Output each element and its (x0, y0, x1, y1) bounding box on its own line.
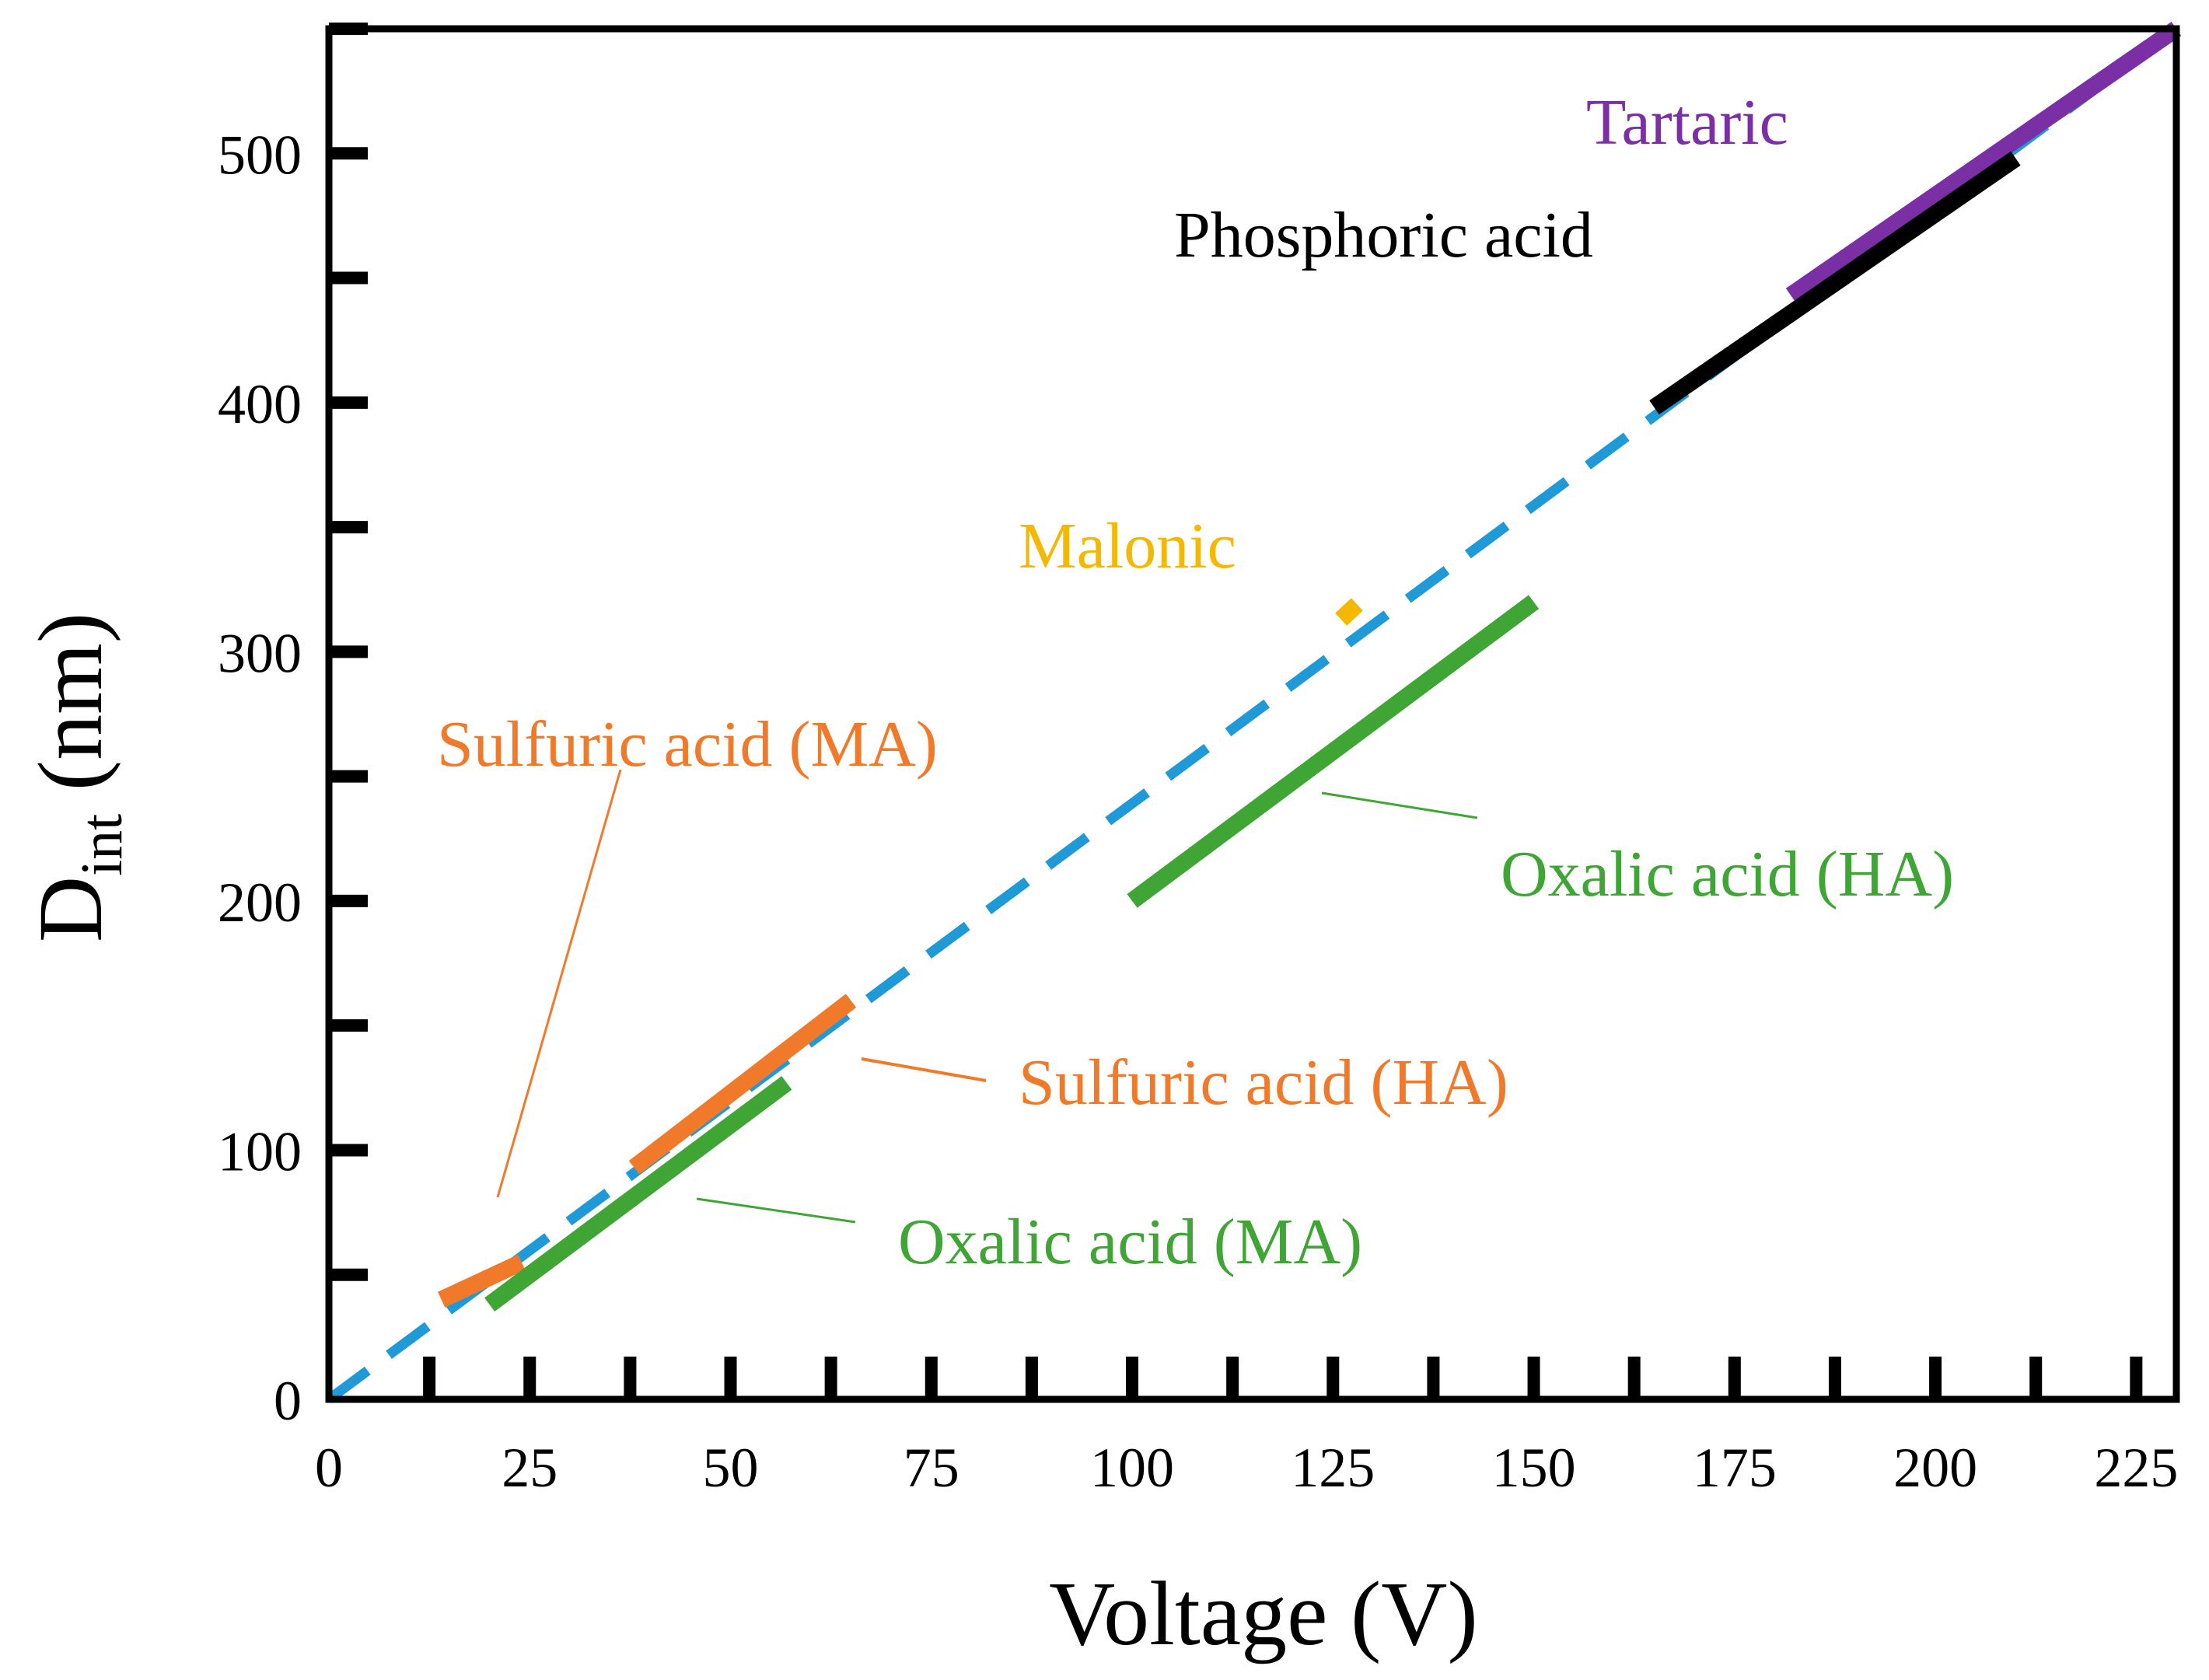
y-axis-title: Dint (nm) (19, 613, 135, 942)
x-tick-label: 175 (1693, 1437, 1777, 1499)
y-tick-label: 300 (218, 622, 302, 684)
y-tick-label: 200 (218, 871, 302, 934)
x-tick-label: 225 (2094, 1437, 2178, 1499)
y-axis-title-unit: (nm) (19, 613, 121, 814)
series-malonic (1335, 598, 1363, 626)
tick-labels: 0 25 50 75 100 125 150 175 200 225 0 100 200 300 400 50… (218, 124, 2178, 1499)
leader-lines (496, 769, 1478, 1224)
label-malonic: Malonic (1019, 510, 1236, 582)
plot-frame (325, 25, 2180, 1403)
y-tick-label: 400 (218, 373, 302, 435)
leader-sulfuric-acid-ha (861, 1057, 987, 1082)
leader-sulfuric-acid-ma (496, 769, 622, 1198)
series-phosphoric-acid (1649, 151, 2021, 415)
y-tick-label: 500 (218, 124, 302, 186)
leader-oxalic-acid-ma (696, 1197, 856, 1224)
label-sulfuric-acid-ma: Sulfuric acid (MA) (437, 708, 938, 781)
label-oxalic-acid-ha: Oxalic acid (HA) (1501, 838, 1954, 910)
series-oxalic-acid-ma (484, 1076, 792, 1312)
series-oxalic-acid-ha (1127, 595, 1540, 908)
leader-oxalic-acid-ha (1321, 791, 1478, 819)
x-tick-label: 150 (1492, 1437, 1576, 1499)
y-axis-title-main: D (19, 876, 121, 942)
x-tick-label: 0 (315, 1437, 343, 1499)
label-sulfuric-acid-ha: Sulfuric acid (HA) (1019, 1046, 1508, 1119)
series-tartaric (1785, 21, 2182, 303)
series-sulfuric-acid-ma (437, 1254, 526, 1308)
y-tick-label: 100 (218, 1120, 302, 1182)
series-group (437, 21, 2182, 1312)
x-tick-label: 100 (1090, 1437, 1174, 1499)
series-sulfuric-acid-ha (628, 994, 857, 1175)
ticks (329, 23, 2143, 1399)
x-tick-label: 50 (703, 1437, 759, 1499)
x-tick-label: 200 (1893, 1437, 1977, 1499)
x-tick-label: 75 (904, 1437, 959, 1499)
y-tick-label: 0 (274, 1370, 302, 1432)
x-tick-label: 25 (502, 1437, 557, 1499)
y-axis-title-subscript: int (69, 814, 135, 876)
x-tick-label: 125 (1291, 1437, 1375, 1499)
label-phosphoric-acid: Phosphoric acid (1174, 199, 1593, 271)
label-oxalic-acid-ma: Oxalic acid (MA) (898, 1206, 1362, 1278)
x-axis-title: Voltage (V) (1049, 1563, 1478, 1664)
label-tartaric: Tartaric (1586, 86, 1788, 159)
